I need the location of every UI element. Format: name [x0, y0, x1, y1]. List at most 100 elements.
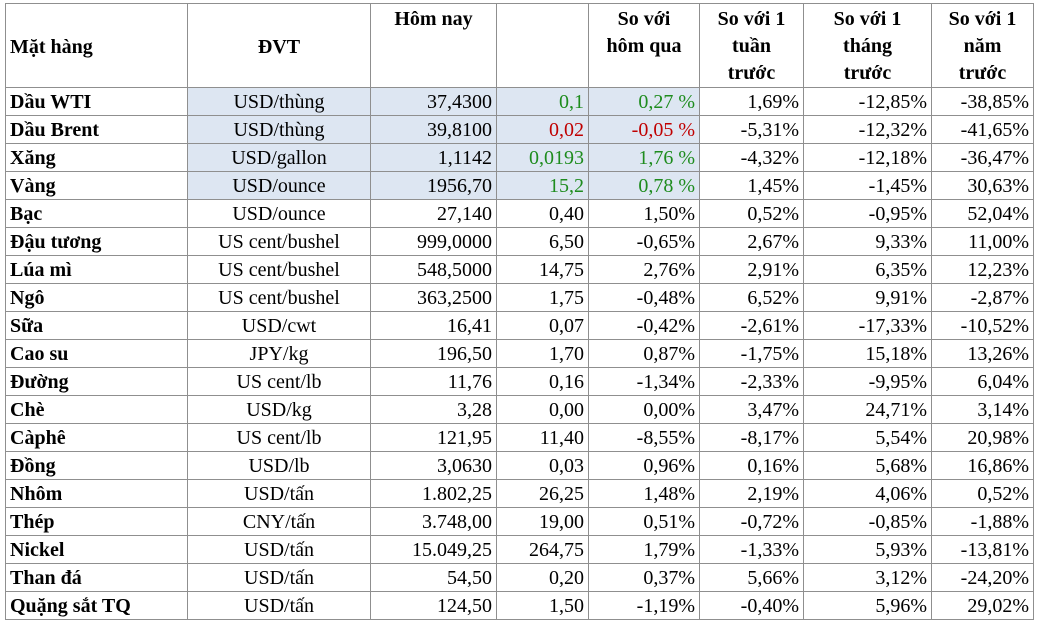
table-row: Quặng sắt TQ USD/tấn 124,50 1,50 -1,19% -0,40… — [5, 591, 1034, 620]
cell-vs-week: -1,75% — [699, 339, 804, 368]
header-vs-week-line3: trước — [727, 62, 776, 84]
cell-vs-month: 5,54% — [803, 423, 932, 452]
table-row: Ngô US cent/bushel 363,2500 1,75 -0,48% 6,52%… — [5, 283, 1034, 312]
cell-vs-week: 0,16% — [699, 451, 804, 480]
table-row: Cao su JPY/kg 196,50 1,70 0,87% -1,75% 15,18% 1… — [5, 339, 1034, 368]
table-row: Dầu WTI USD/thùng 37,4300 0,1 0,27 % 1,69% -12… — [5, 87, 1034, 116]
cell-vs-yesterday: -0,48% — [588, 283, 700, 312]
cell-commodity: Xăng — [5, 143, 188, 172]
cell-change: 1,50 — [496, 591, 589, 620]
cell-change: 0,03 — [496, 451, 589, 480]
cell-vs-week: 2,67% — [699, 227, 804, 256]
cell-vs-week: -2,33% — [699, 367, 804, 396]
cell-vs-year: 29,02% — [931, 591, 1034, 620]
cell-commodity: Dầu WTI — [5, 87, 188, 116]
cell-change: 1,70 — [496, 339, 589, 368]
cell-vs-week: -0,40% — [699, 591, 804, 620]
cell-today: 3,28 — [370, 395, 497, 424]
cell-commodity: Thép — [5, 507, 188, 536]
cell-vs-year: 11,00% — [931, 227, 1034, 256]
table-row: Nhôm USD/tấn 1.802,25 26,25 1,48% 2,19% 4,06% 0… — [5, 479, 1034, 508]
cell-change: 19,00 — [496, 507, 589, 536]
cell-vs-year: -2,87% — [931, 283, 1034, 312]
cell-vs-week: 5,66% — [699, 563, 804, 592]
cell-vs-year: 16,86% — [931, 451, 1034, 480]
cell-vs-yesterday: -1,19% — [588, 591, 700, 620]
header-vs-month: So với 1 tháng trước — [803, 3, 932, 88]
cell-unit: USD/tấn — [187, 535, 371, 564]
cell-change: 11,40 — [496, 423, 589, 452]
cell-unit: US cent/bushel — [187, 227, 371, 256]
cell-vs-yesterday: -0,05 % — [588, 115, 700, 144]
cell-commodity: Vàng — [5, 171, 188, 200]
cell-change: 0,0193 — [496, 143, 589, 172]
cell-unit: USD/gallon — [187, 143, 371, 172]
cell-unit: USD/thùng — [187, 115, 371, 144]
cell-today: 11,76 — [370, 367, 497, 396]
cell-unit: USD/lb — [187, 451, 371, 480]
cell-unit: USD/kg — [187, 395, 371, 424]
cell-vs-month: -0,95% — [803, 199, 932, 228]
header-vs-year-line2: năm — [963, 35, 1002, 57]
cell-today: 27,140 — [370, 199, 497, 228]
cell-vs-yesterday: 0,96% — [588, 451, 700, 480]
cell-vs-year: -13,81% — [931, 535, 1034, 564]
cell-vs-year: -1,88% — [931, 507, 1034, 536]
cell-unit: USD/ounce — [187, 171, 371, 200]
cell-vs-yesterday: 0,78 % — [588, 171, 700, 200]
header-vs-yesterday-line2: hôm qua — [606, 35, 682, 57]
cell-today: 999,0000 — [370, 227, 497, 256]
cell-vs-month: 5,93% — [803, 535, 932, 564]
cell-vs-year: 30,63% — [931, 171, 1034, 200]
cell-vs-year: 6,04% — [931, 367, 1034, 396]
cell-unit: USD/tấn — [187, 591, 371, 620]
cell-vs-yesterday: 1,48% — [588, 479, 700, 508]
cell-vs-yesterday: -0,65% — [588, 227, 700, 256]
cell-vs-month: -12,85% — [803, 87, 932, 116]
cell-unit: USD/ounce — [187, 199, 371, 228]
table-row: Lúa mì US cent/bushel 548,5000 14,75 2,76% 2,… — [5, 255, 1034, 284]
cell-vs-month: -9,95% — [803, 367, 932, 396]
cell-today: 363,2500 — [370, 283, 497, 312]
cell-commodity: Than đá — [5, 563, 188, 592]
cell-vs-month: -0,85% — [803, 507, 932, 536]
cell-vs-month: 24,71% — [803, 395, 932, 424]
cell-vs-yesterday: 1,50% — [588, 199, 700, 228]
cell-unit: USD/cwt — [187, 311, 371, 340]
cell-vs-week: 1,69% — [699, 87, 804, 116]
cell-vs-month: -12,18% — [803, 143, 932, 172]
cell-vs-week: 1,45% — [699, 171, 804, 200]
table-row: Sữa USD/cwt 16,41 0,07 -0,42% -2,61% -17,33% -1… — [5, 311, 1034, 340]
header-vs-week: So với 1 tuần trước — [699, 3, 804, 88]
cell-commodity: Đồng — [5, 451, 188, 480]
cell-unit: US cent/bushel — [187, 283, 371, 312]
cell-unit: US cent/lb — [187, 367, 371, 396]
cell-vs-week: 3,47% — [699, 395, 804, 424]
cell-today: 54,50 — [370, 563, 497, 592]
cell-commodity: Nickel — [5, 535, 188, 564]
cell-today: 3,0630 — [370, 451, 497, 480]
cell-vs-week: -8,17% — [699, 423, 804, 452]
cell-unit: JPY/kg — [187, 339, 371, 368]
table-body: Dầu WTI USD/thùng 37,4300 0,1 0,27 % 1,69% -12… — [5, 87, 1034, 620]
table-row: Càphê US cent/lb 121,95 11,40 -8,55% -8,17% 5,… — [5, 423, 1034, 452]
table-row: Nickel USD/tấn 15.049,25 264,75 1,79% -1,33% 5… — [5, 535, 1034, 564]
cell-vs-month: -1,45% — [803, 171, 932, 200]
cell-vs-week: -5,31% — [699, 115, 804, 144]
cell-change: 0,02 — [496, 115, 589, 144]
cell-vs-month: 15,18% — [803, 339, 932, 368]
cell-commodity: Lúa mì — [5, 255, 188, 284]
table-header: Mặt hàng ĐVT Hôm nay So với hôm qua So v… — [5, 3, 1034, 88]
cell-change: 15,2 — [496, 171, 589, 200]
cell-vs-month: 9,91% — [803, 283, 932, 312]
cell-commodity: Nhôm — [5, 479, 188, 508]
cell-vs-yesterday: -0,42% — [588, 311, 700, 340]
header-vs-month-line1: So với 1 — [833, 8, 902, 30]
cell-today: 3.748,00 — [370, 507, 497, 536]
cell-change: 6,50 — [496, 227, 589, 256]
cell-change: 0,40 — [496, 199, 589, 228]
cell-today: 1,1142 — [370, 143, 497, 172]
cell-today: 196,50 — [370, 339, 497, 368]
cell-vs-yesterday: -1,34% — [588, 367, 700, 396]
table-row: Xăng USD/gallon 1,1142 0,0193 1,76 % -4,32% -1… — [5, 143, 1034, 172]
